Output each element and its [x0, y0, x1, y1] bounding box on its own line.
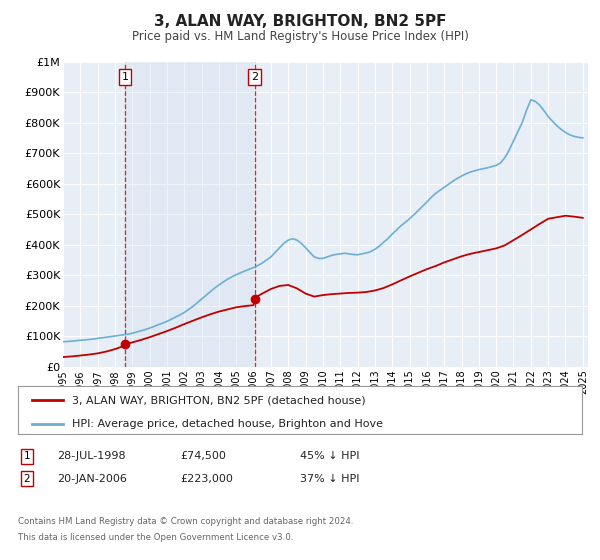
Text: 2: 2 — [23, 474, 31, 484]
Text: 37% ↓ HPI: 37% ↓ HPI — [300, 474, 359, 484]
Text: 3, ALAN WAY, BRIGHTON, BN2 5PF (detached house): 3, ALAN WAY, BRIGHTON, BN2 5PF (detached… — [71, 396, 365, 405]
Text: 20-JAN-2006: 20-JAN-2006 — [57, 474, 127, 484]
Text: Price paid vs. HM Land Registry's House Price Index (HPI): Price paid vs. HM Land Registry's House … — [131, 30, 469, 43]
Text: £223,000: £223,000 — [180, 474, 233, 484]
Text: This data is licensed under the Open Government Licence v3.0.: This data is licensed under the Open Gov… — [18, 533, 293, 542]
Text: 1: 1 — [23, 451, 31, 461]
Text: £74,500: £74,500 — [180, 451, 226, 461]
Text: 2: 2 — [251, 72, 258, 82]
Text: HPI: Average price, detached house, Brighton and Hove: HPI: Average price, detached house, Brig… — [71, 419, 383, 430]
Text: 1: 1 — [121, 72, 128, 82]
Bar — [125, 62, 254, 367]
Text: 28-JUL-1998: 28-JUL-1998 — [57, 451, 125, 461]
Text: 45% ↓ HPI: 45% ↓ HPI — [300, 451, 359, 461]
Text: Contains HM Land Registry data © Crown copyright and database right 2024.: Contains HM Land Registry data © Crown c… — [18, 517, 353, 526]
Text: 3, ALAN WAY, BRIGHTON, BN2 5PF: 3, ALAN WAY, BRIGHTON, BN2 5PF — [154, 14, 446, 29]
